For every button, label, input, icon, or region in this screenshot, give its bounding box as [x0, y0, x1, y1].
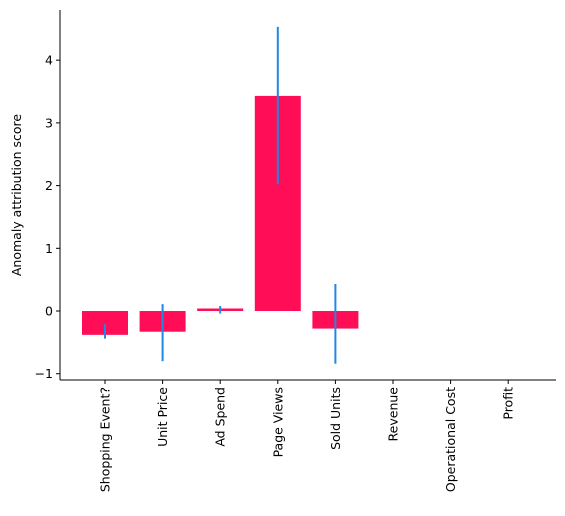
- x-tick-label-5: Revenue: [386, 387, 401, 442]
- bar-0: [82, 311, 128, 335]
- x-tick-label-6: Operational Cost: [443, 387, 458, 492]
- y-tick-label-3: 2: [45, 178, 53, 193]
- y-axis-label: Anomaly attribution score: [9, 114, 24, 277]
- y-tick-label-0: −1: [35, 366, 53, 381]
- x-tick-label-7: Profit: [501, 387, 516, 420]
- x-tick-label-0: Shopping Event?: [98, 387, 113, 492]
- plot-area: −1 0 1 2 3 4 Shopping Event? Unit Price Ad Spend…: [35, 10, 556, 492]
- x-tick-label-2: Ad Spend: [213, 387, 228, 447]
- x-tick-label-1: Unit Price: [155, 387, 170, 447]
- y-tick-label-4: 3: [45, 115, 53, 130]
- y-tick-label-5: 4: [45, 53, 53, 68]
- y-tick-label-1: 0: [45, 304, 53, 319]
- y-tick-label-2: 1: [45, 241, 53, 256]
- x-tick-label-4: Sold Units: [328, 387, 343, 450]
- x-tick-label-3: Page Views: [270, 387, 285, 457]
